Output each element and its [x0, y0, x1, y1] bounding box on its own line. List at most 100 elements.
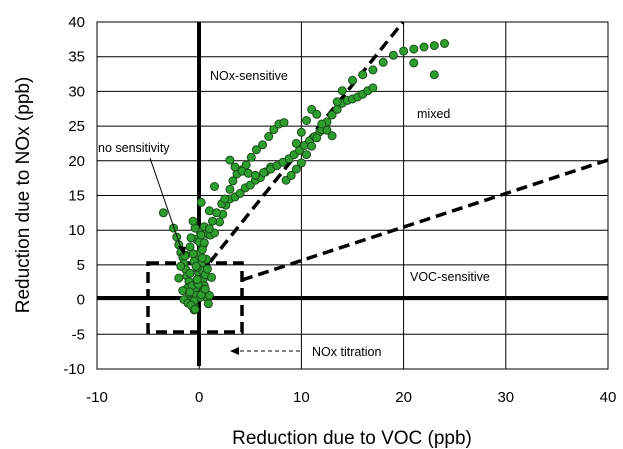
data-point [185, 287, 195, 297]
data-point [312, 109, 322, 119]
data-point [246, 152, 256, 162]
data-point [174, 273, 184, 283]
data-point [212, 208, 222, 218]
y-tick-label: 20 [68, 153, 85, 170]
y-tick-label: 10 [68, 222, 85, 239]
data-point [192, 275, 202, 284]
data-point [312, 133, 322, 143]
y-tick-label: 25 [68, 118, 85, 135]
data-point [230, 162, 240, 172]
data-point [368, 65, 378, 75]
data-point [291, 164, 301, 174]
x-tick-label: 0 [195, 389, 203, 406]
data-point [399, 46, 409, 56]
nox-titration-arrowhead [230, 347, 239, 355]
x-tick-label: 40 [600, 389, 617, 406]
region-label-no-sensitivity: no sensitivity [98, 141, 170, 155]
data-point [220, 194, 230, 204]
no-sensitivity-arrowhead [178, 246, 186, 256]
data-point [225, 155, 235, 165]
x-tick-label: -10 [86, 389, 108, 406]
data-point [258, 140, 268, 150]
region-label-voc-sensitive: VOC-sensitive [410, 270, 490, 284]
data-point [158, 208, 168, 218]
data-point [180, 251, 190, 261]
data-point [378, 57, 388, 67]
data-point [185, 268, 195, 278]
data-point [225, 184, 235, 194]
y-tick-label: 35 [68, 49, 85, 66]
region-label-mixed: mixed [417, 107, 450, 121]
data-point [199, 238, 209, 248]
data-point [186, 233, 196, 243]
data-point [409, 58, 419, 68]
data-point [279, 118, 289, 128]
data-point [197, 253, 207, 263]
x-tick-label: 10 [293, 389, 310, 406]
data-point [203, 299, 213, 309]
y-tick-label: 0 [77, 292, 85, 309]
data-point [176, 261, 186, 271]
grid-lines [96, 21, 609, 370]
data-point [327, 131, 337, 141]
x-tick-label: 30 [497, 389, 514, 406]
y-tick-label: 5 [77, 257, 85, 274]
data-point [388, 50, 398, 60]
data-point [337, 86, 347, 96]
data-point [241, 160, 251, 170]
data-point [191, 261, 201, 271]
data-point [429, 41, 439, 51]
data-point [251, 145, 261, 155]
region-label-nox-sensitive: NOx-sensitive [210, 69, 288, 83]
data-point [200, 284, 210, 294]
data-point [204, 224, 214, 234]
y-tick-label: -10 [63, 361, 85, 378]
data-point [296, 127, 306, 137]
data-point [210, 182, 219, 191]
y-tick-label: -5 [72, 326, 85, 343]
data-point [409, 44, 419, 54]
data-point [440, 39, 449, 48]
data-point [185, 242, 195, 252]
data-point [348, 75, 357, 85]
data-point [332, 97, 342, 107]
data-points [158, 39, 449, 315]
x-axis-title: Reduction due to VOC (ppb) [232, 428, 472, 449]
data-point [302, 150, 311, 160]
data-point [358, 70, 368, 80]
data-point [250, 170, 260, 180]
y-axis-title: Reduction due to NOx (ppb) [13, 77, 34, 314]
boundary-line-shallow [241, 158, 609, 282]
data-point [419, 42, 429, 52]
data-point [368, 83, 378, 93]
data-point [264, 132, 274, 141]
data-point [196, 197, 206, 207]
data-point [235, 188, 245, 198]
data-point [307, 141, 317, 151]
data-point [429, 70, 439, 80]
data-point [259, 168, 269, 178]
data-point [291, 138, 301, 148]
data-point [302, 116, 311, 125]
data-point [190, 304, 200, 314]
y-tick-label: 30 [68, 83, 85, 100]
data-point [188, 216, 198, 226]
x-tick-labels: -10 0 10 20 30 40 [86, 389, 616, 406]
region-label-nox-titration: NOx titration [312, 345, 382, 359]
y-tick-label: 40 [68, 14, 85, 31]
data-point [322, 125, 332, 135]
y-tick-labels: -10 -5 0 5 10 15 20 25 30 35 40 [63, 14, 85, 378]
no-sensitivity-arrow [149, 157, 183, 252]
x-tick-label: 20 [395, 389, 412, 406]
data-point [317, 119, 327, 129]
data-point [296, 158, 306, 168]
data-point [202, 264, 212, 274]
data-point [207, 272, 216, 282]
y-tick-label: 15 [68, 188, 85, 205]
plot-area-border [96, 21, 609, 370]
data-point [327, 110, 337, 120]
data-point [208, 216, 217, 226]
data-point [228, 176, 238, 186]
data-point [269, 125, 279, 135]
